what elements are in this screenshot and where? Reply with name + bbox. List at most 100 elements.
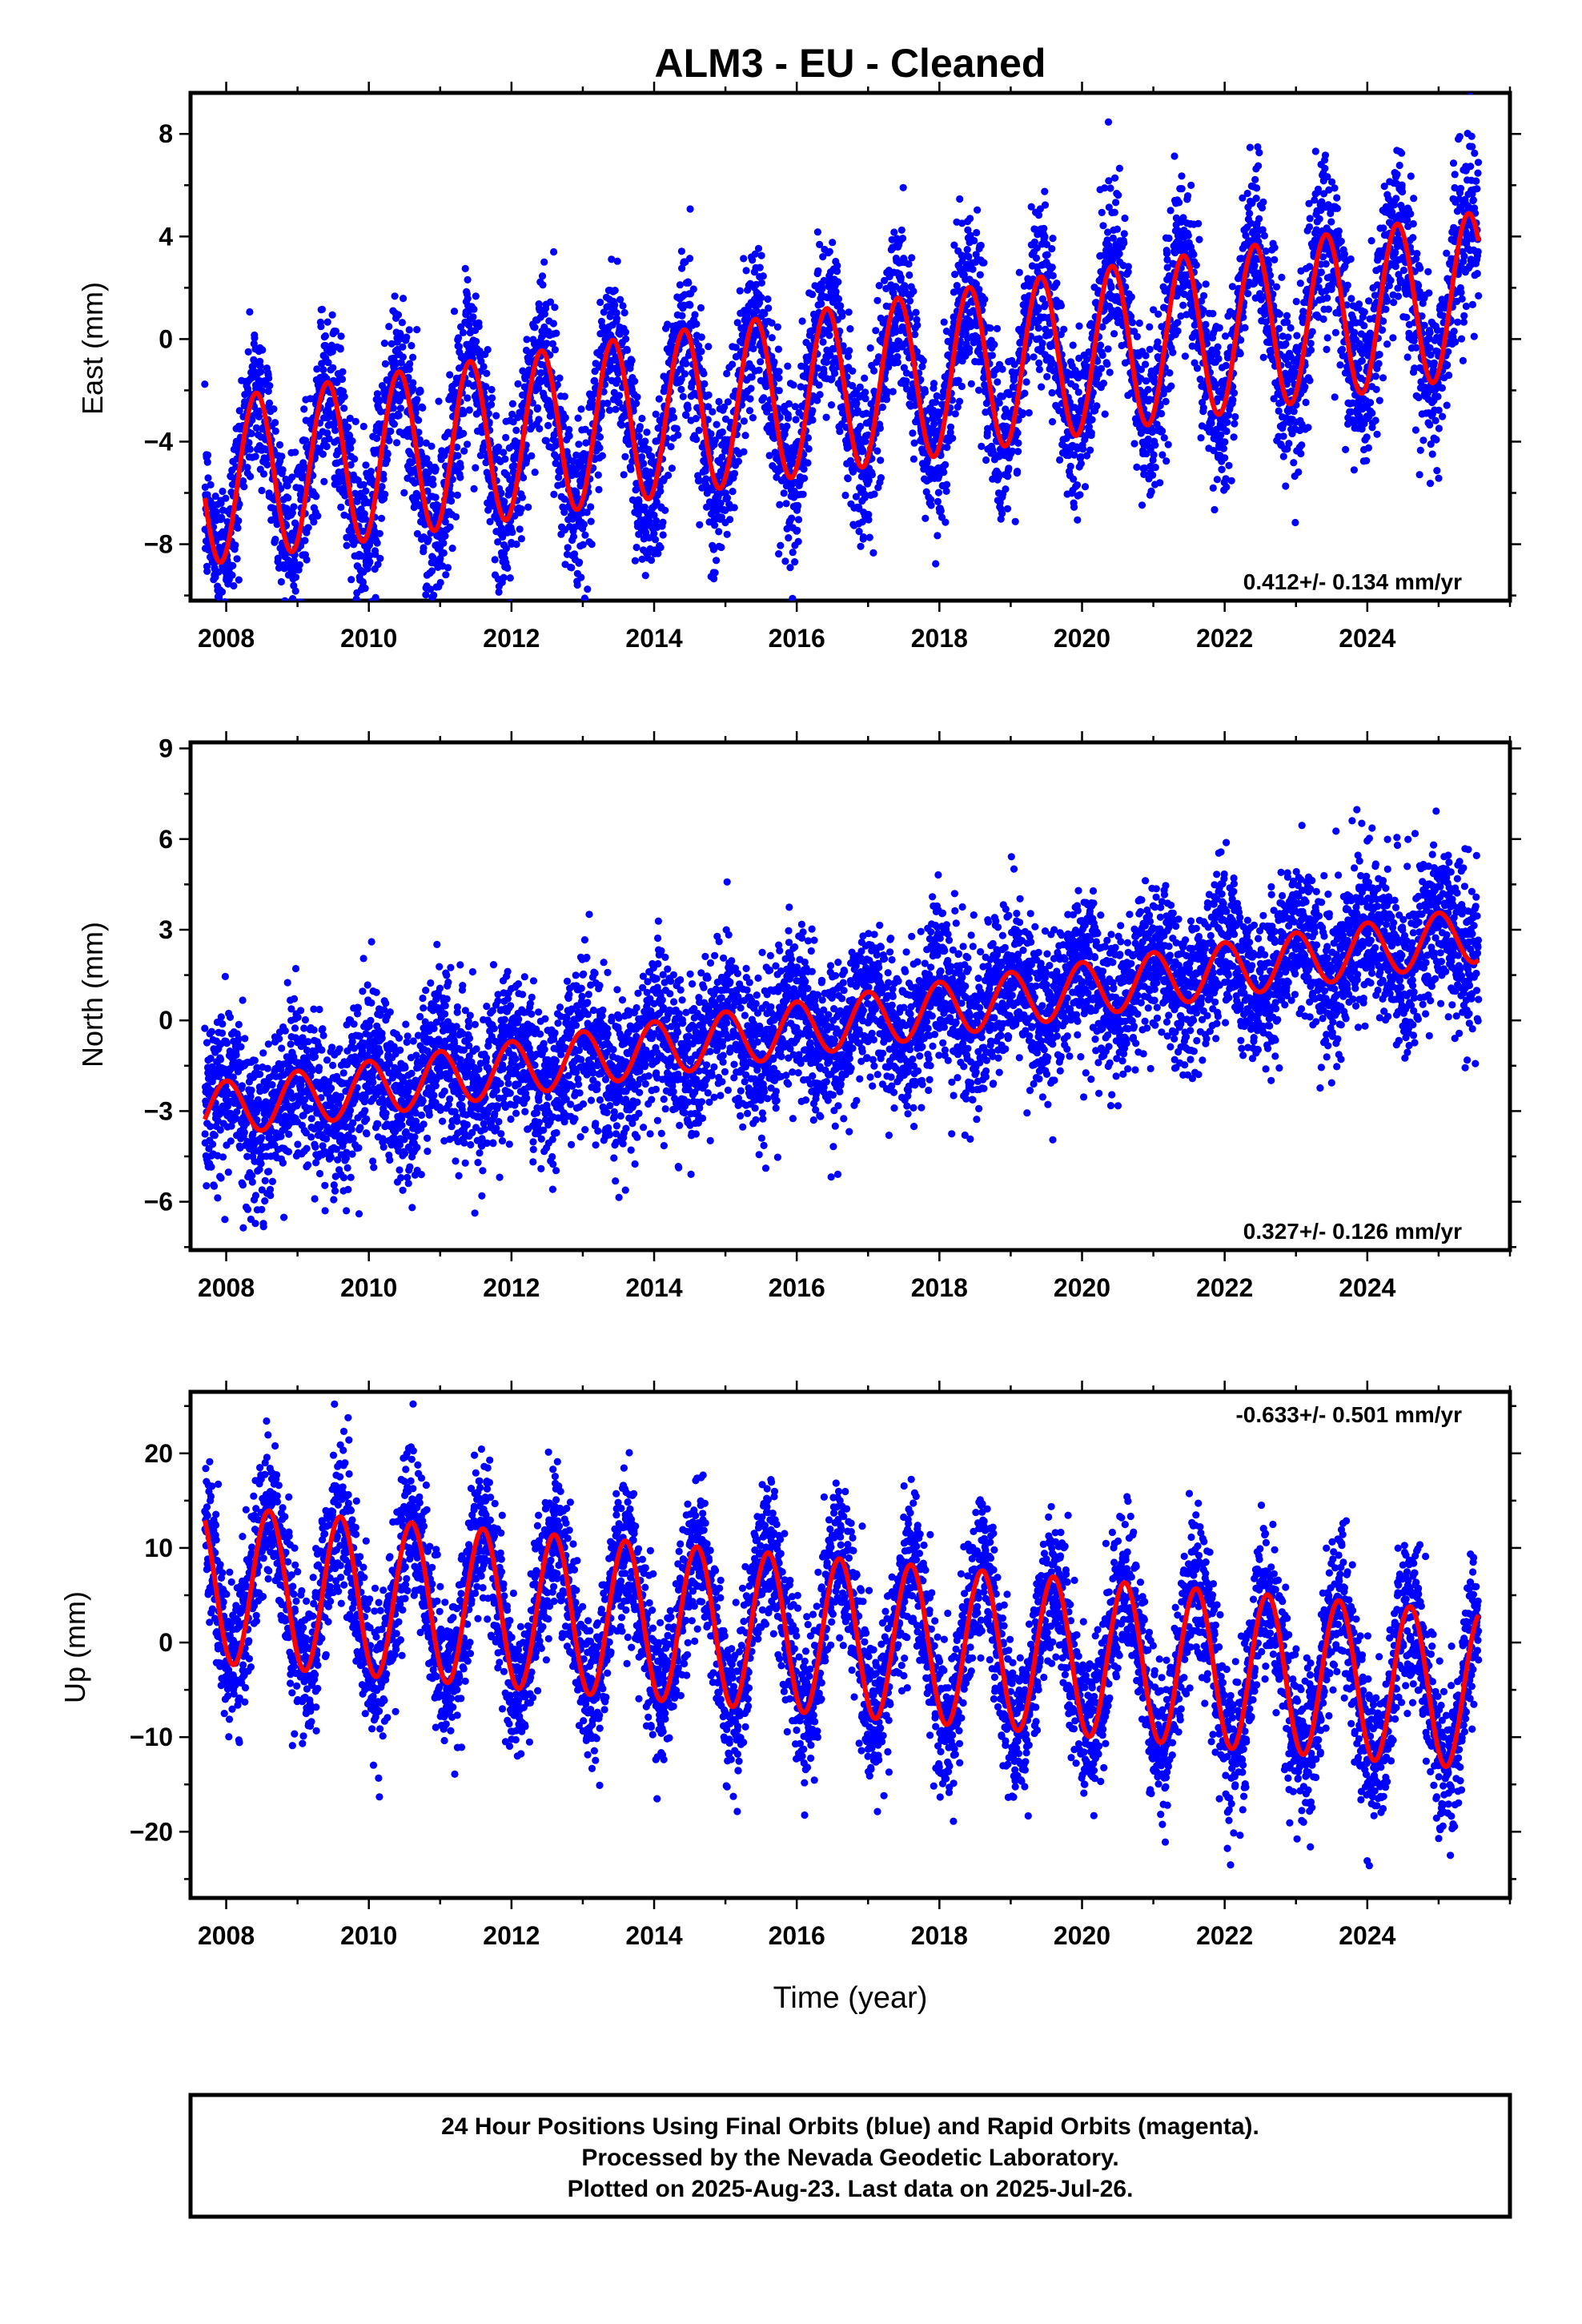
east-data-point bbox=[405, 365, 413, 373]
east-data-point bbox=[536, 424, 544, 433]
east-data-point bbox=[343, 541, 351, 549]
east-data-point bbox=[270, 405, 278, 413]
east-data-point bbox=[1146, 323, 1154, 331]
east-data-point bbox=[919, 357, 927, 365]
east-data-point bbox=[723, 494, 732, 502]
east-data-point bbox=[340, 404, 348, 412]
east-data-point bbox=[940, 468, 948, 476]
east-data-point bbox=[1096, 341, 1105, 349]
east-data-point bbox=[621, 452, 629, 460]
east-data-point bbox=[480, 363, 488, 371]
east-data-point bbox=[312, 493, 320, 501]
east-data-point bbox=[685, 279, 693, 287]
east-data-point bbox=[235, 407, 243, 415]
east-data-point bbox=[930, 380, 938, 388]
east-data-point bbox=[868, 471, 876, 479]
east-data-point bbox=[1021, 389, 1029, 397]
east-data-point bbox=[1110, 330, 1118, 338]
east-data-point bbox=[347, 576, 355, 584]
east-data-point bbox=[846, 325, 854, 333]
east-data-point bbox=[595, 485, 603, 494]
east-data-point bbox=[538, 272, 547, 280]
east-data-point bbox=[682, 360, 690, 368]
east-data-point bbox=[377, 514, 386, 522]
east-x-tick-label: 2012 bbox=[483, 624, 540, 653]
east-data-point bbox=[258, 387, 266, 395]
east-data-point bbox=[212, 508, 220, 517]
east-data-point bbox=[321, 332, 330, 340]
east-data-point bbox=[464, 275, 472, 283]
east-data-point bbox=[1014, 468, 1022, 476]
east-data-point bbox=[561, 413, 569, 422]
east-data-point bbox=[1142, 352, 1150, 360]
east-data-point bbox=[697, 333, 705, 341]
east-data-point bbox=[789, 549, 797, 557]
east-data-point bbox=[215, 607, 222, 614]
east-data-point bbox=[531, 468, 539, 476]
east-data-point bbox=[980, 259, 988, 267]
east-data-point bbox=[575, 440, 583, 448]
east-data-point bbox=[700, 369, 708, 378]
east-data-point bbox=[849, 367, 857, 375]
east-data-point bbox=[1049, 235, 1057, 243]
east-data-point bbox=[1034, 306, 1042, 314]
east-data-point bbox=[793, 501, 802, 510]
east-data-point bbox=[455, 343, 464, 351]
east-data-point bbox=[1151, 464, 1159, 472]
east-data-point bbox=[460, 447, 468, 455]
east-data-point bbox=[456, 463, 464, 472]
east-data-point bbox=[396, 396, 404, 404]
east-data-point bbox=[809, 407, 817, 415]
east-data-point bbox=[898, 235, 907, 243]
east-data-point bbox=[371, 593, 379, 601]
east-data-point bbox=[1043, 372, 1051, 380]
east-data-point bbox=[740, 255, 748, 263]
east-data-point bbox=[902, 377, 910, 385]
east-data-point bbox=[460, 429, 468, 438]
east-data-point bbox=[656, 544, 665, 552]
east-data-point bbox=[259, 470, 268, 478]
east-data-point bbox=[670, 413, 678, 422]
east-data-point bbox=[877, 456, 885, 464]
east-data-point bbox=[244, 348, 252, 356]
east-data-point bbox=[1099, 222, 1107, 230]
east-data-point bbox=[1101, 410, 1109, 418]
east-data-point bbox=[598, 452, 607, 460]
east-data-point bbox=[441, 532, 449, 540]
east-data-point bbox=[455, 334, 463, 342]
east-data-point bbox=[661, 506, 669, 514]
east-data-point bbox=[792, 416, 800, 424]
east-data-point bbox=[298, 607, 305, 614]
east-data-point bbox=[1113, 225, 1122, 233]
east-data-point bbox=[1106, 368, 1114, 376]
east-data-point bbox=[289, 595, 297, 601]
east-data-point bbox=[1156, 479, 1164, 487]
east-data-point bbox=[391, 292, 399, 300]
east-data-point bbox=[512, 426, 520, 435]
east-data-point bbox=[927, 501, 935, 509]
east-data-point bbox=[827, 401, 836, 409]
east-data-point bbox=[453, 443, 461, 452]
east-data-point bbox=[701, 380, 709, 388]
east-data-point bbox=[836, 428, 844, 436]
east-data-point bbox=[302, 436, 310, 444]
east-data-point bbox=[873, 296, 881, 304]
east-data-point bbox=[516, 525, 524, 533]
east-data-point bbox=[931, 398, 940, 406]
east-data-point bbox=[222, 494, 230, 502]
east-data-point bbox=[514, 380, 522, 388]
east-data-point bbox=[383, 450, 391, 458]
east-data-point bbox=[271, 419, 279, 427]
east-data-point bbox=[375, 397, 383, 405]
east-data-point bbox=[285, 610, 292, 617]
east-data-point bbox=[380, 340, 388, 348]
east-data-point bbox=[560, 392, 568, 400]
east-data-point bbox=[351, 455, 359, 463]
east-data-point bbox=[440, 549, 448, 557]
east-data-point bbox=[757, 279, 766, 287]
east-data-point bbox=[500, 573, 508, 581]
east-data-point bbox=[909, 287, 917, 296]
east-data-point bbox=[318, 305, 326, 313]
east-data-point bbox=[1005, 464, 1013, 472]
east-data-point bbox=[869, 549, 877, 557]
